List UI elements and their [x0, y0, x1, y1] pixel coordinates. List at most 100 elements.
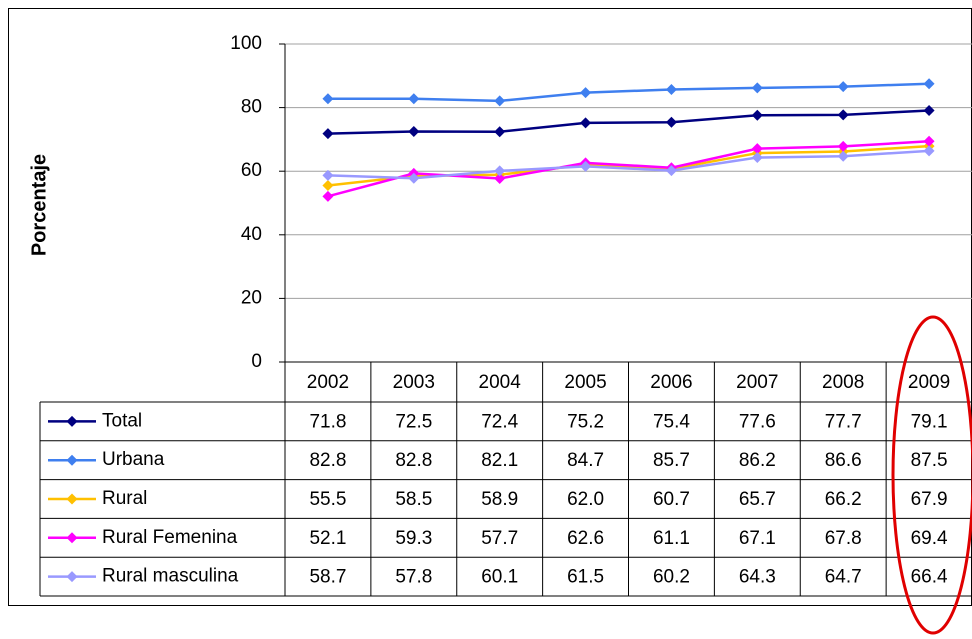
- marker: [408, 172, 420, 184]
- marker: [580, 160, 592, 172]
- table-cell: 66.2: [825, 489, 862, 510]
- legend-marker: [66, 415, 78, 427]
- marker: [494, 173, 506, 185]
- marker: [408, 93, 420, 105]
- marker: [837, 109, 849, 121]
- x-tick-label: 2003: [393, 372, 435, 393]
- y-tick-label: 80: [241, 97, 262, 118]
- legend-label: Urbana: [102, 449, 165, 470]
- marker: [837, 150, 849, 162]
- series-line: [327, 82, 930, 103]
- table-cell: 55.5: [309, 489, 346, 510]
- x-tick-label: 2006: [650, 372, 692, 393]
- table-cell: 87.5: [911, 450, 948, 471]
- marker: [923, 135, 935, 147]
- table-cell: 58.7: [309, 567, 346, 588]
- table-cell: 69.4: [911, 528, 948, 549]
- legend-label: Total: [102, 410, 142, 431]
- table-cell: 57.7: [481, 528, 518, 549]
- table-cell: 75.2: [567, 411, 604, 432]
- legend-marker: [66, 571, 78, 583]
- marker: [322, 128, 334, 140]
- marker: [751, 152, 763, 164]
- marker: [580, 87, 592, 99]
- table-cell: 67.8: [825, 528, 862, 549]
- table-cell: 67.1: [739, 528, 776, 549]
- table-cell: 82.8: [309, 450, 346, 471]
- y-axis-title: Porcentaje: [28, 154, 50, 256]
- table-cell: 75.4: [653, 411, 690, 432]
- marker: [322, 93, 334, 105]
- table-cell: 82.1: [481, 450, 518, 471]
- series-line: [327, 149, 930, 180]
- table-cell: 82.8: [395, 450, 432, 471]
- legend-label: Rural Femenina: [102, 527, 238, 548]
- marker: [322, 190, 334, 202]
- table-cell: 64.3: [739, 567, 776, 588]
- x-tick-label: 2002: [307, 372, 349, 393]
- table-cell: 62.6: [567, 528, 604, 549]
- table-cell: 85.7: [653, 450, 690, 471]
- y-tick-label: 20: [241, 287, 262, 308]
- table-cell: 72.4: [481, 411, 518, 432]
- marker: [665, 165, 677, 177]
- marker: [322, 169, 334, 181]
- marker: [494, 95, 506, 107]
- table-cell: 62.0: [567, 489, 604, 510]
- table-cell: 66.4: [911, 567, 948, 588]
- series-line: [327, 140, 930, 198]
- marker: [580, 117, 592, 129]
- table-cell: 57.8: [395, 567, 432, 588]
- x-tick-label: 2008: [822, 372, 864, 393]
- table-cell: 58.9: [481, 489, 518, 510]
- marker: [494, 126, 506, 138]
- marker: [751, 143, 763, 155]
- highlight-ellipse: [891, 315, 972, 635]
- table-cell: 72.5: [395, 411, 432, 432]
- marker: [494, 165, 506, 177]
- marker: [923, 104, 935, 116]
- chart-border: [8, 8, 972, 606]
- marker: [408, 125, 420, 137]
- table-cell: 79.1: [911, 411, 948, 432]
- x-tick-label: 2009: [908, 372, 950, 393]
- table-cell: 60.2: [653, 567, 690, 588]
- marker: [751, 109, 763, 121]
- marker: [923, 145, 935, 157]
- marker: [665, 83, 677, 95]
- marker: [837, 81, 849, 93]
- table-cell: 71.8: [309, 411, 346, 432]
- table-cell: 86.6: [825, 450, 862, 471]
- table-cell: 67.9: [911, 489, 948, 510]
- y-tick-label: 40: [241, 224, 262, 245]
- table-cell: 58.5: [395, 489, 432, 510]
- table-cell: 59.3: [395, 528, 432, 549]
- x-tick-label: 2004: [479, 372, 522, 393]
- table-cell: 65.7: [739, 489, 776, 510]
- table-cell: 61.1: [653, 528, 690, 549]
- marker: [751, 82, 763, 94]
- plot: 0 20 40 60 80 100 2002 2003 2004 2005 2006 2007 2008…: [39, 33, 972, 597]
- legend-marker: [66, 454, 78, 466]
- table-cell: 84.7: [567, 450, 604, 471]
- table-cell: 64.7: [825, 567, 862, 588]
- marker: [322, 180, 334, 192]
- y-tick-label: 60: [241, 160, 262, 181]
- y-tick-label: 100: [230, 33, 262, 54]
- marker: [837, 140, 849, 152]
- table-cell: 77.7: [825, 411, 862, 432]
- table-cell: 60.7: [653, 489, 690, 510]
- legend-label: Rural: [102, 488, 147, 509]
- x-tick-label: 2005: [564, 372, 606, 393]
- table-cell: 61.5: [567, 567, 604, 588]
- legend-marker: [66, 532, 78, 544]
- x-tick-label: 2007: [736, 372, 778, 393]
- legend-marker: [66, 493, 78, 505]
- legend-label: Rural masculina: [102, 566, 239, 587]
- series-line: [327, 109, 930, 135]
- marker: [923, 78, 935, 90]
- table-cell: 60.1: [481, 567, 518, 588]
- marker: [665, 116, 677, 128]
- table-cell: 77.6: [739, 411, 776, 432]
